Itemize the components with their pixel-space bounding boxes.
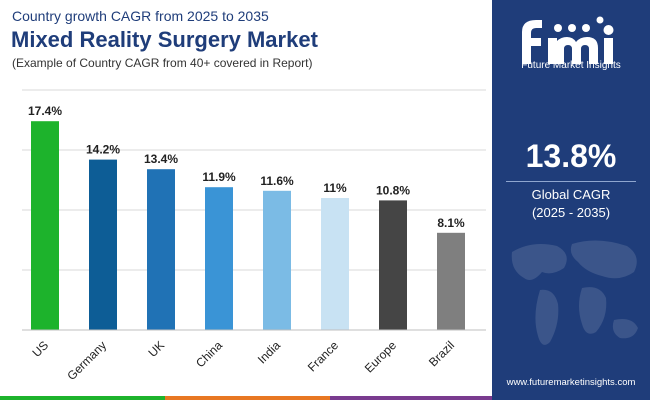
divider [506, 181, 636, 182]
bar-brazil [437, 232, 465, 330]
data-label: 10.8% [376, 183, 410, 197]
chart-title: Mixed Reality Surgery Market [11, 27, 318, 52]
bar-france [321, 198, 349, 330]
global-cagr-label: Global CAGR [531, 187, 611, 202]
bar-germany [89, 159, 117, 330]
x-tick-label: UK [145, 338, 167, 360]
chart-subtitle: Country growth CAGR from 2025 to 2035 [12, 8, 269, 24]
x-tick-label: Germany [64, 338, 109, 383]
data-label: 14.2% [86, 143, 120, 157]
data-label: 11.9% [202, 170, 236, 184]
data-label: 8.1% [437, 216, 465, 230]
data-label: 13.4% [144, 152, 178, 166]
data-label: 11.6% [260, 174, 294, 188]
x-tick-label: Europe [362, 338, 399, 375]
fmi-logo-icon [522, 16, 614, 64]
data-label: 17.4% [28, 104, 62, 118]
bar-china [205, 187, 233, 330]
x-tick-label: China [193, 338, 225, 370]
x-tick-label: Brazil [426, 338, 457, 369]
x-tick-label: France [305, 338, 342, 375]
bar-uk [147, 169, 175, 330]
global-cagr-range: (2025 - 2035) [531, 205, 611, 220]
summary-panel: Future Market Insights 13.8% Global CAGR… [492, 0, 650, 400]
x-tick-label: India [255, 338, 284, 367]
bottom-bar-segment [165, 396, 330, 400]
bar-us [31, 121, 59, 330]
bar-india [263, 190, 291, 330]
bottom-bar-segment [0, 396, 165, 400]
data-label: 11% [323, 181, 347, 195]
bottom-bar-segment [492, 396, 650, 400]
world-map-icon [511, 240, 638, 345]
x-tick-label: US [29, 338, 51, 360]
website-link[interactable]: www.futuremarketinsights.com [506, 377, 636, 388]
logo-text: Future Market Insights [521, 60, 621, 71]
chart-panel: Country growth CAGR from 2025 to 2035 Mi… [11, 8, 486, 384]
chart-note: (Example of Country CAGR from 40+ covere… [12, 56, 313, 70]
global-cagr-value: 13.8% [525, 138, 617, 174]
bar-europe [379, 200, 407, 330]
bottom-bar-segment [330, 396, 492, 400]
bar-chart: 17.4% US 14.2% Germany 13.4% UK 11.9% China 11.6… [22, 89, 486, 383]
